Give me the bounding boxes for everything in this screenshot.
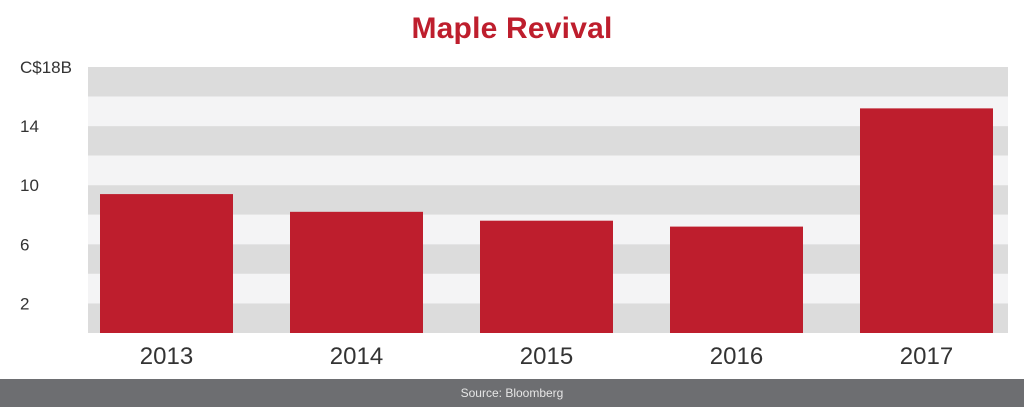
bar-chart: 2 6 10 14 C$18B 2013 2014 2015 2016 2017 (20, 58, 1008, 370)
bar-2016 (670, 226, 803, 333)
y-tick-label: 10 (20, 176, 39, 195)
grid-band (88, 126, 1008, 156)
grid-band (88, 67, 1008, 97)
source-note: Source: Bloomberg (460, 386, 564, 400)
x-tick-label: 2017 (900, 343, 953, 370)
bar-2013 (100, 194, 233, 333)
y-tick-label: 6 (20, 235, 29, 254)
chart-title: Maple Revival (411, 12, 613, 45)
bar-2015 (480, 220, 613, 333)
bar-2017 (860, 108, 993, 333)
x-tick-label: 2014 (330, 343, 383, 370)
grid-band (88, 185, 1008, 215)
grid-band (88, 96, 1008, 127)
y-tick-label: C$18B (20, 58, 72, 77)
bar-2014 (290, 211, 423, 333)
footer-bar: Source: Bloomberg (0, 379, 1024, 407)
x-axis-ticks: 2013 2014 2015 2016 2017 (140, 343, 953, 370)
x-tick-label: 2016 (710, 343, 763, 370)
y-axis-ticks: 2 6 10 14 C$18B (20, 58, 72, 313)
bar-series (100, 108, 993, 333)
x-tick-label: 2015 (520, 343, 573, 370)
grid-band (88, 155, 1008, 186)
y-tick-label: 2 (20, 294, 29, 313)
x-tick-label: 2013 (140, 343, 193, 370)
y-tick-label: 14 (20, 117, 39, 136)
